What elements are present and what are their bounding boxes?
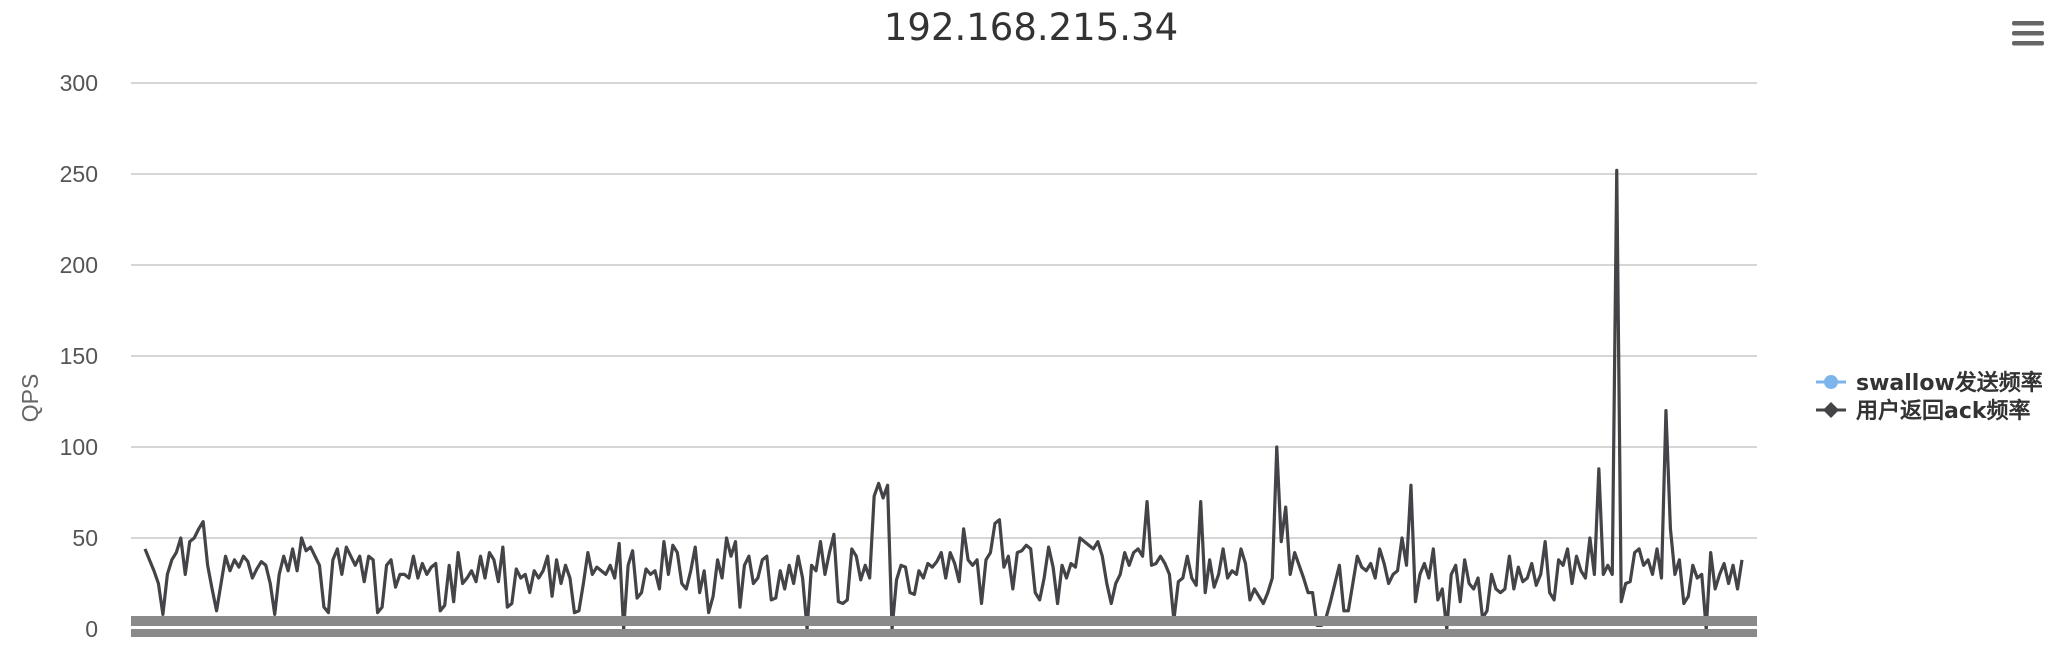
y-tick-label: 100 bbox=[60, 434, 98, 460]
x-axis-bar bbox=[131, 616, 1757, 626]
diamond-marker-icon bbox=[1823, 402, 1839, 418]
x-axis-bar bbox=[131, 629, 1757, 637]
y-tick-label: 200 bbox=[60, 252, 98, 278]
legend-item-2[interactable]: 用户返回ack频率 bbox=[1816, 398, 2031, 424]
x-axis-band bbox=[131, 616, 1757, 637]
circle-marker-icon bbox=[1824, 375, 1838, 389]
y-tick-label: 50 bbox=[72, 525, 98, 551]
y-tick-label: 250 bbox=[60, 161, 98, 187]
series-line-2[interactable] bbox=[143, 168, 1744, 631]
y-tick-label: 300 bbox=[60, 70, 98, 96]
chart-menu-button[interactable] bbox=[2006, 16, 2046, 52]
y-axis-label: QPS bbox=[17, 374, 43, 423]
y-axis-ticks: 0 50 100 150 200 250 300 bbox=[60, 70, 98, 642]
plot-area bbox=[143, 168, 1744, 631]
legend-label: swallow发送频率 bbox=[1856, 370, 2043, 396]
chart-title: 192.168.215.34 bbox=[884, 6, 1178, 49]
legend-item-1[interactable]: swallow发送频率 bbox=[1816, 370, 2043, 396]
gridlines bbox=[131, 82, 1757, 539]
legend-label: 用户返回ack频率 bbox=[1856, 398, 2031, 424]
y-tick-label: 150 bbox=[60, 343, 98, 369]
y-tick-label: 0 bbox=[85, 616, 98, 642]
